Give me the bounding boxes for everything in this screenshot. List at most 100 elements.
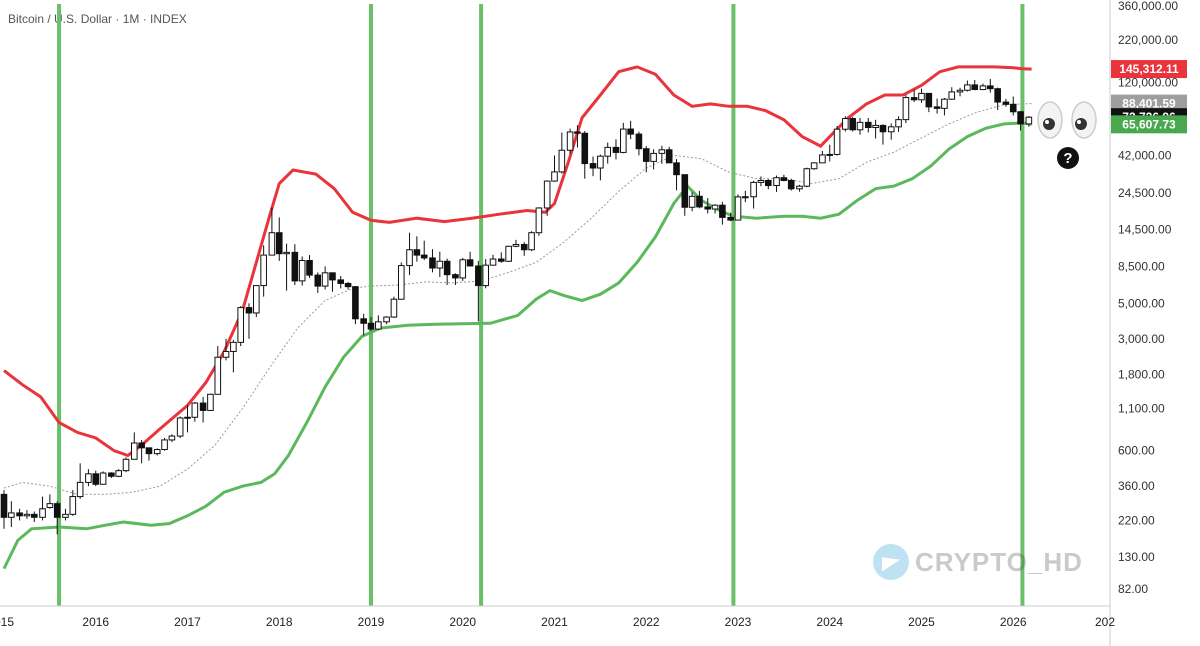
- candle: [604, 142, 612, 164]
- candle-body: [0, 493, 8, 518]
- x-tick-label: 2026: [1000, 615, 1027, 629]
- candle-body: [819, 154, 826, 164]
- candle: [337, 276, 345, 289]
- candle: [253, 285, 260, 318]
- candle-body: [199, 402, 207, 411]
- candle: [810, 162, 818, 170]
- candle-body: [207, 393, 214, 411]
- candle-body: [122, 458, 130, 472]
- candle: [964, 80, 971, 92]
- candle-body: [833, 128, 841, 155]
- candle: [941, 98, 948, 116]
- x-tick-label: 2022: [633, 615, 660, 629]
- x-tick-label: 2017: [174, 615, 201, 629]
- candle: [1009, 96, 1017, 116]
- basis-line: [3, 103, 1032, 495]
- candle-body: [750, 181, 757, 198]
- candle-body: [16, 512, 23, 517]
- candle: [910, 89, 918, 102]
- candle-body: [987, 85, 994, 90]
- candle: [0, 490, 8, 529]
- candle: [452, 273, 459, 286]
- candle: [543, 180, 551, 216]
- candle: [918, 88, 925, 104]
- candle: [482, 259, 489, 289]
- candle-body: [620, 128, 627, 153]
- y-tick-label: 1,800.00: [1118, 367, 1165, 381]
- candle-body: [375, 321, 382, 330]
- candle-body: [558, 149, 566, 173]
- candle-body: [23, 513, 31, 517]
- candle-body: [482, 264, 489, 287]
- candle-body: [153, 449, 161, 455]
- candle: [849, 117, 856, 132]
- candle: [620, 122, 627, 154]
- candle-body: [948, 91, 956, 100]
- candle-body: [413, 249, 421, 256]
- candle-body: [719, 204, 726, 218]
- candle: [1002, 98, 1010, 107]
- candle-body: [489, 258, 497, 266]
- candle: [344, 281, 352, 290]
- candle-body: [115, 470, 122, 477]
- candle-body: [268, 232, 276, 256]
- candle-body: [222, 350, 230, 358]
- candle: [191, 401, 199, 422]
- candle: [367, 317, 375, 332]
- candle-body: [214, 356, 222, 395]
- candle-body: [145, 447, 153, 455]
- x-tick-label: 2020: [449, 615, 476, 629]
- candle-body: [879, 124, 887, 133]
- candle: [589, 156, 597, 177]
- candle-body: [773, 177, 780, 187]
- candle-body: [796, 185, 803, 190]
- candle: [665, 146, 673, 164]
- price-tag-bg: [1111, 94, 1187, 113]
- candle: [443, 258, 451, 286]
- candle-body: [925, 92, 933, 108]
- candle-body: [635, 133, 643, 150]
- candle: [413, 236, 421, 262]
- price-tag-bg: [1111, 60, 1187, 79]
- candle: [727, 212, 734, 222]
- candle: [168, 434, 176, 442]
- candle: [314, 272, 322, 293]
- candle-body: [1025, 116, 1033, 125]
- candle-body: [658, 149, 666, 154]
- price-tag-label: 88,401.59: [1122, 97, 1176, 111]
- lower-band-line: [2, 121, 1032, 570]
- candle: [842, 116, 849, 132]
- candle: [773, 175, 780, 192]
- candle-body: [306, 260, 313, 276]
- x-tick-label: 202: [1095, 615, 1115, 629]
- candle: [16, 508, 23, 521]
- y-tick-label: 220,000.00: [1118, 33, 1178, 47]
- candle: [566, 128, 574, 154]
- candle-body: [910, 97, 918, 101]
- candle-body: [383, 316, 390, 323]
- candle-body: [918, 92, 925, 101]
- candle-body: [168, 435, 176, 441]
- candle-body: [566, 131, 574, 151]
- y-tick-label: 24,500.00: [1118, 186, 1172, 200]
- candle: [222, 338, 230, 361]
- candle: [1017, 110, 1024, 131]
- y-tick-label: 360,000.00: [1118, 0, 1178, 13]
- candle-body: [895, 119, 902, 128]
- candle-body: [443, 260, 451, 276]
- candle-body: [176, 417, 184, 437]
- candle: [360, 313, 367, 336]
- candle: [642, 146, 650, 173]
- candle: [283, 243, 290, 291]
- candle: [658, 145, 666, 164]
- chart-title: Bitcoin / U.S. Dollar · 1M · INDEX: [8, 12, 187, 26]
- candle: [420, 240, 428, 261]
- candle-body: [420, 254, 428, 259]
- candle-body: [505, 245, 512, 262]
- y-tick-label: 600.00: [1118, 444, 1155, 458]
- candle: [512, 239, 520, 248]
- candle-body: [161, 439, 168, 451]
- candle: [145, 447, 153, 461]
